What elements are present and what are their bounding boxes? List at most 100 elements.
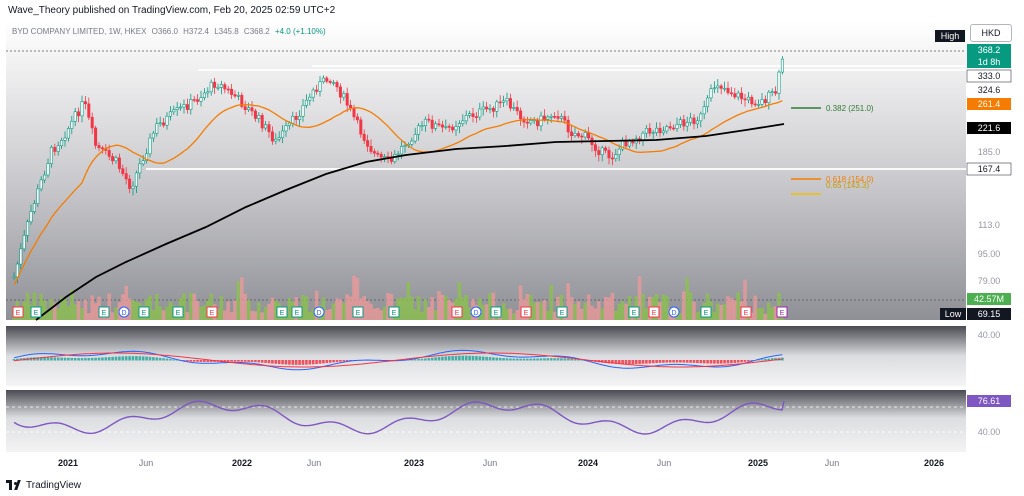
earnings-marker[interactable]: E	[172, 306, 184, 318]
macd-bar	[203, 360, 206, 362]
macd-bar	[492, 357, 495, 361]
volume-bar	[110, 312, 115, 320]
candle-body	[148, 137, 152, 155]
candle-body	[56, 145, 60, 152]
dividend-marker[interactable]: D	[470, 306, 482, 318]
tradingview-logo[interactable]: TradingView	[6, 480, 81, 491]
macd-signal-line	[13, 352, 783, 368]
volume-bar	[382, 306, 387, 320]
dividend-marker[interactable]: D	[668, 306, 680, 318]
earnings-marker[interactable]: E	[138, 306, 150, 318]
earnings-marker[interactable]: E	[30, 306, 42, 318]
macd-bar	[148, 356, 152, 361]
volume-bar	[287, 298, 292, 320]
candlestick-series[interactable]	[12, 56, 784, 284]
volume-bar	[624, 303, 628, 320]
candle-body	[355, 116, 359, 121]
svg-text:E: E	[142, 310, 147, 317]
volume-bar	[733, 299, 737, 320]
candle-body	[631, 140, 635, 144]
candle-body	[648, 128, 652, 134]
macd-bar	[730, 360, 733, 364]
candle-body	[349, 104, 353, 109]
earnings-marker[interactable]: E	[12, 306, 24, 318]
macd-bar	[267, 360, 271, 364]
macd-bar	[162, 358, 165, 361]
time-axis-label: Jun	[825, 458, 840, 468]
volume-bar	[192, 293, 196, 320]
macd-bar	[699, 360, 703, 364]
earnings-marker[interactable]: E	[556, 306, 568, 318]
earnings-marker[interactable]: E	[291, 306, 303, 318]
candle-body	[767, 91, 771, 104]
earnings-marker[interactable]: E	[740, 306, 752, 318]
time-axis[interactable]: 2021 Jun 2022 Jun 2023 Jun 2024 Jun 2025 Jun 2026	[58, 458, 944, 468]
volume-bar	[535, 302, 540, 320]
earnings-marker[interactable]: E	[206, 306, 218, 318]
volume-bar	[512, 313, 516, 320]
earnings-marker[interactable]: E	[451, 306, 463, 318]
volume-bar	[406, 281, 411, 320]
earnings-marker[interactable]: E	[648, 306, 660, 318]
axis-support: 167.4	[966, 162, 1012, 176]
macd-bar	[757, 359, 760, 361]
chart-canvas[interactable]: 0.382 (251.0) 0.618 (154.0) 0.65 (143.3)…	[6, 22, 1018, 474]
candle-body	[692, 117, 696, 125]
earnings-marker[interactable]: E	[352, 306, 364, 318]
macd-bar	[220, 360, 223, 362]
rsi-scale-label: 40.00	[978, 427, 1001, 437]
dividend-marker[interactable]: D	[118, 306, 130, 318]
earnings-marker[interactable]: E	[776, 306, 788, 318]
earnings-marker[interactable]: E	[700, 306, 712, 318]
axis-last-price: 368.2	[967, 44, 1011, 56]
svg-text:76.61: 76.61	[978, 396, 1001, 406]
earnings-marker[interactable]: E	[276, 306, 288, 318]
volume-bar	[148, 295, 152, 320]
macd-bar	[16, 358, 19, 361]
earnings-marker[interactable]: E	[520, 306, 532, 318]
macd-bar	[481, 356, 485, 361]
time-axis-label: 2025	[748, 458, 768, 468]
ma-black-line[interactable]	[35, 123, 785, 321]
macd-bar	[655, 360, 658, 364]
volume-bar	[641, 293, 645, 320]
candle-body	[80, 101, 84, 117]
candle-body	[495, 101, 499, 112]
candle-body	[342, 93, 346, 98]
macd-bar	[199, 360, 203, 362]
earnings-marker[interactable]: E	[388, 306, 400, 318]
chart-area[interactable]: 0.382 (251.0) 0.618 (154.0) 0.65 (143.3)…	[6, 22, 1018, 474]
candle-body	[757, 104, 761, 106]
currency-button[interactable]: HKD	[970, 24, 1012, 42]
macd-bar	[94, 357, 97, 361]
candle-body	[100, 147, 104, 150]
svg-text:333.0: 333.0	[978, 71, 1001, 81]
volume-bar	[66, 306, 71, 320]
ma-orange-line[interactable]	[13, 100, 783, 286]
volume-bar	[246, 300, 251, 320]
macd-bar	[226, 360, 230, 362]
earnings-marker[interactable]: E	[98, 306, 110, 318]
volume-bar	[76, 301, 81, 320]
macd-bar	[781, 357, 784, 361]
macd-bar	[33, 357, 36, 361]
macd-bar	[131, 356, 135, 361]
svg-text:221.6: 221.6	[978, 123, 1001, 133]
dividend-marker[interactable]: D	[313, 306, 325, 318]
candle-body	[685, 122, 689, 127]
volume-bar	[580, 308, 584, 320]
macd-bar	[107, 357, 111, 361]
macd-bar	[80, 358, 84, 361]
macd-pane-bg	[6, 326, 966, 386]
macd-bar	[760, 359, 764, 361]
earnings-marker[interactable]: E	[490, 306, 502, 318]
axis-volume: 42.57M	[967, 293, 1011, 305]
volume-bar	[457, 281, 462, 320]
earnings-marker[interactable]: E	[628, 306, 640, 318]
macd-bar	[121, 356, 125, 361]
candle-body	[338, 86, 342, 98]
volume-bar	[423, 299, 428, 320]
candle-body	[12, 276, 16, 279]
macd-bar	[560, 358, 563, 361]
